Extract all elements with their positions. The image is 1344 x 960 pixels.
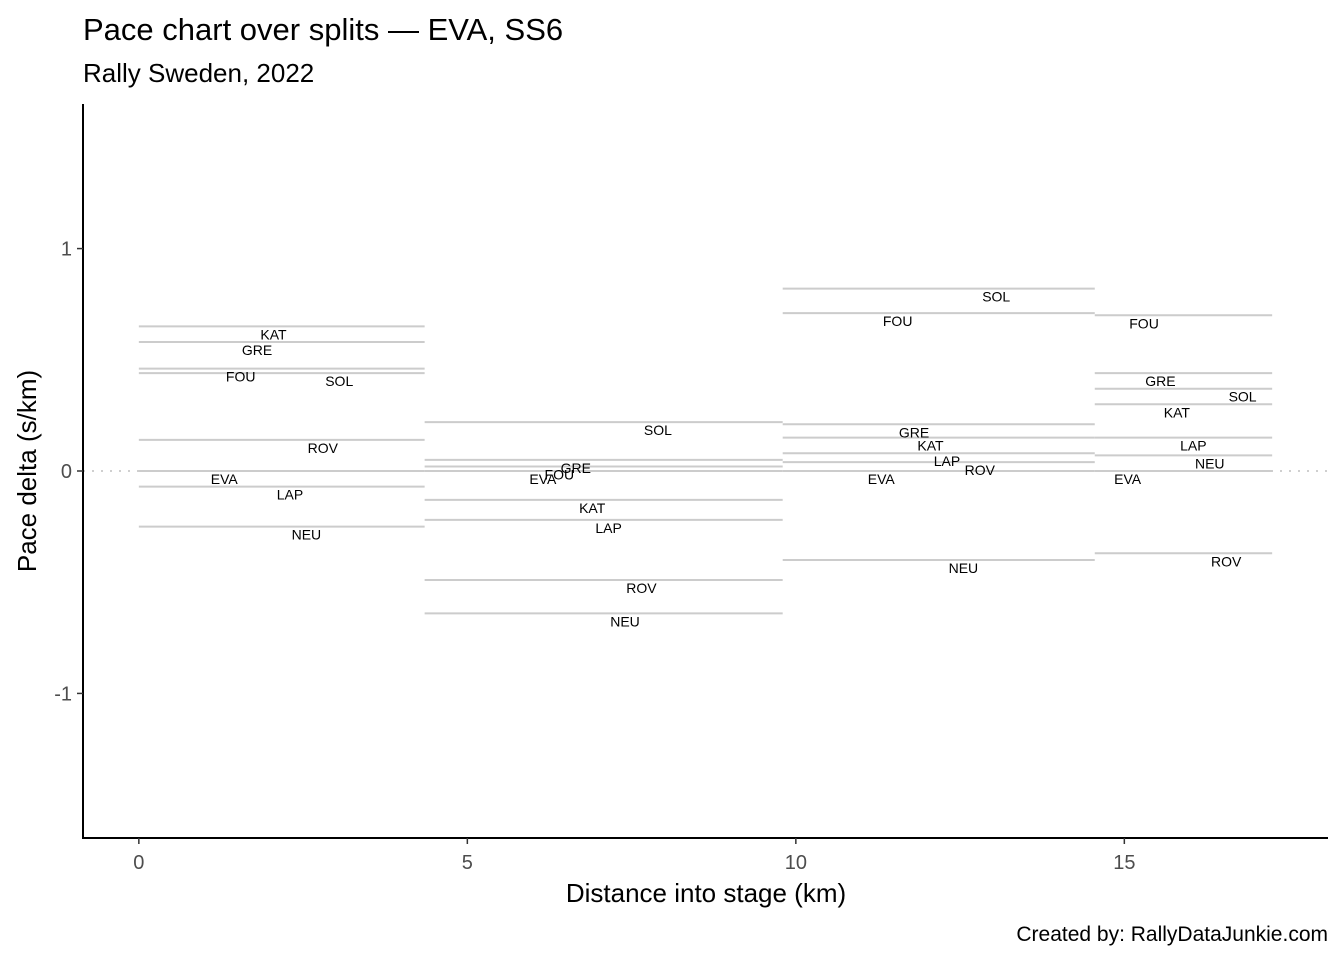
driver-label-gre-split-3: GRE (899, 424, 929, 440)
driver-label-eva-split-3: EVA (868, 471, 896, 487)
y-axis-title: Pace delta (s/km) (12, 370, 42, 572)
driver-label-kat-split-1: KAT (260, 326, 287, 342)
driver-label-lap-split-4: LAP (1180, 438, 1206, 454)
driver-label-eva-split-1: EVA (211, 471, 239, 487)
driver-label-rov-split-4: ROV (1211, 553, 1242, 569)
y-tick-label: -1 (54, 683, 72, 705)
driver-label-sol-split-3: SOL (982, 289, 1010, 305)
chart-subtitle: Rally Sweden, 2022 (83, 58, 314, 88)
driver-label-kat-split-3: KAT (917, 438, 944, 454)
driver-label-sol-split-4: SOL (1229, 389, 1257, 405)
driver-label-neu-split-4: NEU (1195, 455, 1225, 471)
driver-label-kat-split-2: KAT (579, 500, 606, 516)
driver-label-rov-split-2: ROV (626, 580, 657, 596)
driver-label-fou-split-4: FOU (1129, 315, 1159, 331)
x-tick-label: 0 (133, 852, 144, 874)
y-tick-label: 0 (61, 461, 72, 483)
chart-title: Pace chart over splits — EVA, SS6 (83, 12, 563, 47)
driver-label-gre-split-4: GRE (1145, 373, 1175, 389)
chart-caption: Created by: RallyDataJunkie.com (1016, 923, 1328, 946)
driver-label-rov-split-3: ROV (965, 462, 996, 478)
driver-label-lap-split-3: LAP (934, 453, 960, 469)
x-tick-label: 10 (785, 852, 807, 874)
driver-label-fou-split-2: FOU (545, 467, 575, 483)
driver-label-gre-split-1: GRE (242, 342, 272, 358)
driver-label-neu-split-3: NEU (949, 560, 979, 576)
axes: 0 5 10 15 -1 0 1 (54, 239, 1135, 874)
driver-label-fou-split-3: FOU (883, 313, 913, 329)
x-axis-title: Distance into stage (km) (566, 878, 846, 908)
driver-label-lap-split-1: LAP (277, 487, 303, 503)
plot-area: NEULAPEVAROVSOLFOUGREKATNEUROVLAPKATEVAF… (83, 287, 1328, 629)
driver-label-gre-split-2: GRE (561, 460, 591, 476)
driver-label-eva-split-2: EVA (529, 471, 557, 487)
driver-label-sol-split-2: SOL (644, 422, 672, 438)
x-tick-label: 5 (462, 852, 473, 874)
driver-label-rov-split-1: ROV (308, 440, 339, 456)
driver-label-fou-split-1: FOU (226, 369, 256, 385)
driver-label-sol-split-1: SOL (325, 373, 353, 389)
driver-label-kat-split-4: KAT (1164, 404, 1191, 420)
x-tick-label: 15 (1113, 852, 1135, 874)
driver-label-eva-split-4: EVA (1114, 471, 1142, 487)
driver-label-lap-split-2: LAP (595, 520, 621, 536)
driver-label-neu-split-1: NEU (292, 527, 322, 543)
driver-label-neu-split-2: NEU (610, 613, 640, 629)
y-tick-label: 1 (61, 239, 72, 261)
